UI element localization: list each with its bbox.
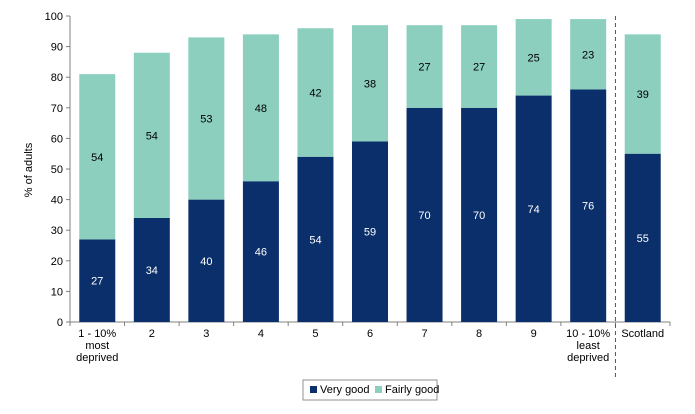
y-tick-label: 90: [51, 42, 63, 54]
y-tick-label: 80: [51, 72, 63, 84]
x-tick-label-line: 7: [421, 328, 427, 340]
bar-segment-very-good: [515, 95, 552, 322]
legend-box: [302, 379, 438, 401]
data-label-very-good: 54: [309, 234, 321, 246]
bar-segment-very-good: [242, 181, 279, 322]
x-tick-label: 7: [421, 328, 427, 340]
x-tick-label: 2: [149, 328, 155, 340]
data-label-fairly-good: 27: [473, 61, 485, 73]
data-label-fairly-good: 54: [146, 130, 158, 142]
bar-segment-very-good: [461, 107, 498, 322]
y-axis: 0 10 20 30 40 50 60 70 80 90 100: [45, 11, 71, 329]
y-tick-label: 30: [51, 225, 63, 237]
x-tick-label: 1 - 10% most deprived: [76, 328, 118, 364]
data-label-fairly-good: 54: [91, 152, 103, 164]
bar-segment-fairly-good: [461, 25, 498, 108]
y-tick-label: 50: [51, 164, 63, 176]
bar-segment-fairly-good: [297, 28, 334, 157]
legend-label: Fairly good: [385, 384, 439, 396]
x-tick-label: 5: [312, 328, 318, 340]
y-tick-label: 70: [51, 103, 63, 115]
bar-segment-fairly-good: [624, 34, 661, 154]
legend-swatch: [310, 386, 317, 393]
legend-swatch: [375, 386, 382, 393]
data-label-fairly-good: 53: [200, 114, 212, 126]
bar-segment-very-good: [406, 107, 443, 322]
data-label-very-good: 70: [418, 210, 430, 222]
bars: [79, 19, 661, 322]
x-tick-label-line: 6: [367, 328, 373, 340]
bar-segment-very-good: [352, 141, 388, 322]
data-label-very-good: 59: [364, 227, 376, 239]
bar-segment-very-good: [188, 199, 225, 322]
x-tick-label-line: most: [85, 340, 109, 352]
x-tick-label: 8: [476, 328, 482, 340]
data-label-very-good: 34: [146, 265, 158, 277]
x-tick-label-line: 4: [258, 328, 264, 340]
y-tick-label: 100: [45, 11, 63, 23]
bar-segment-fairly-good: [570, 19, 607, 90]
data-label-fairly-good: 38: [364, 78, 376, 90]
legend-label: Very good: [320, 384, 370, 396]
x-tick-label-line: deprived: [567, 352, 609, 364]
x-tick-label: 4: [258, 328, 264, 340]
bar-segment-very-good: [570, 89, 607, 322]
y-tick-label: 60: [51, 133, 63, 145]
data-label-very-good: 40: [200, 256, 212, 268]
x-tick-label-line: least: [577, 340, 600, 352]
bar-segment-fairly-good: [133, 52, 170, 218]
y-tick-label: 40: [51, 195, 63, 207]
data-label-very-good: 46: [255, 247, 267, 259]
x-tick-label-line: 10 - 10%: [566, 328, 610, 340]
y-tick-label: 20: [51, 256, 63, 268]
bar-segment-fairly-good: [352, 25, 388, 142]
data-label-fairly-good: 25: [528, 52, 540, 64]
x-tick-label-line: Scotland: [621, 328, 664, 340]
x-tick-label-line: 9: [531, 328, 537, 340]
data-label-very-good: 70: [473, 210, 485, 222]
bar-segment-fairly-good: [515, 19, 552, 96]
x-tick-label: 10 - 10% least deprived: [566, 328, 610, 364]
y-tick-label: 10: [51, 286, 63, 298]
x-tick-label: Scotland: [621, 328, 664, 340]
data-label-very-good: 74: [528, 204, 540, 216]
y-tick-label: 0: [57, 317, 63, 329]
x-tick-label-line: 5: [312, 328, 318, 340]
bar-segment-fairly-good: [188, 37, 225, 200]
x-tick-label: 9: [531, 328, 537, 340]
x-tick-label: 6: [367, 328, 373, 340]
bar-segment-fairly-good: [242, 34, 279, 182]
x-tick-label-line: deprived: [76, 352, 118, 364]
bar-segment-very-good: [297, 156, 334, 322]
bar-segment-very-good: [624, 153, 661, 322]
x-tick-label-line: 2: [149, 328, 155, 340]
data-label-fairly-good: 48: [255, 103, 267, 115]
bar-segment-very-good: [79, 239, 116, 322]
data-label-fairly-good: 42: [309, 88, 321, 100]
legend: Very good Fairly good: [302, 379, 439, 401]
x-tick-label: 3: [203, 328, 209, 340]
bar-segment-fairly-good: [406, 25, 443, 108]
bar-segment-very-good: [133, 217, 170, 322]
data-label-very-good: 76: [582, 201, 594, 213]
y-axis-title: % of adults: [23, 142, 35, 197]
data-label-very-good: 55: [637, 233, 649, 245]
bar-segment-fairly-good: [79, 74, 116, 240]
x-tick-label-line: 3: [203, 328, 209, 340]
x-tick-label-line: 8: [476, 328, 482, 340]
x-tick-label-line: 1 - 10%: [78, 328, 116, 340]
data-label-fairly-good: 23: [582, 49, 594, 61]
data-labels: 27 54 34 54 40 53 46 48 54 42 59 38 70 27 70 27 74 25 76 23…: [91, 49, 649, 287]
data-label-very-good: 27: [91, 276, 103, 288]
data-label-fairly-good: 27: [418, 61, 430, 73]
data-label-fairly-good: 39: [637, 89, 649, 101]
